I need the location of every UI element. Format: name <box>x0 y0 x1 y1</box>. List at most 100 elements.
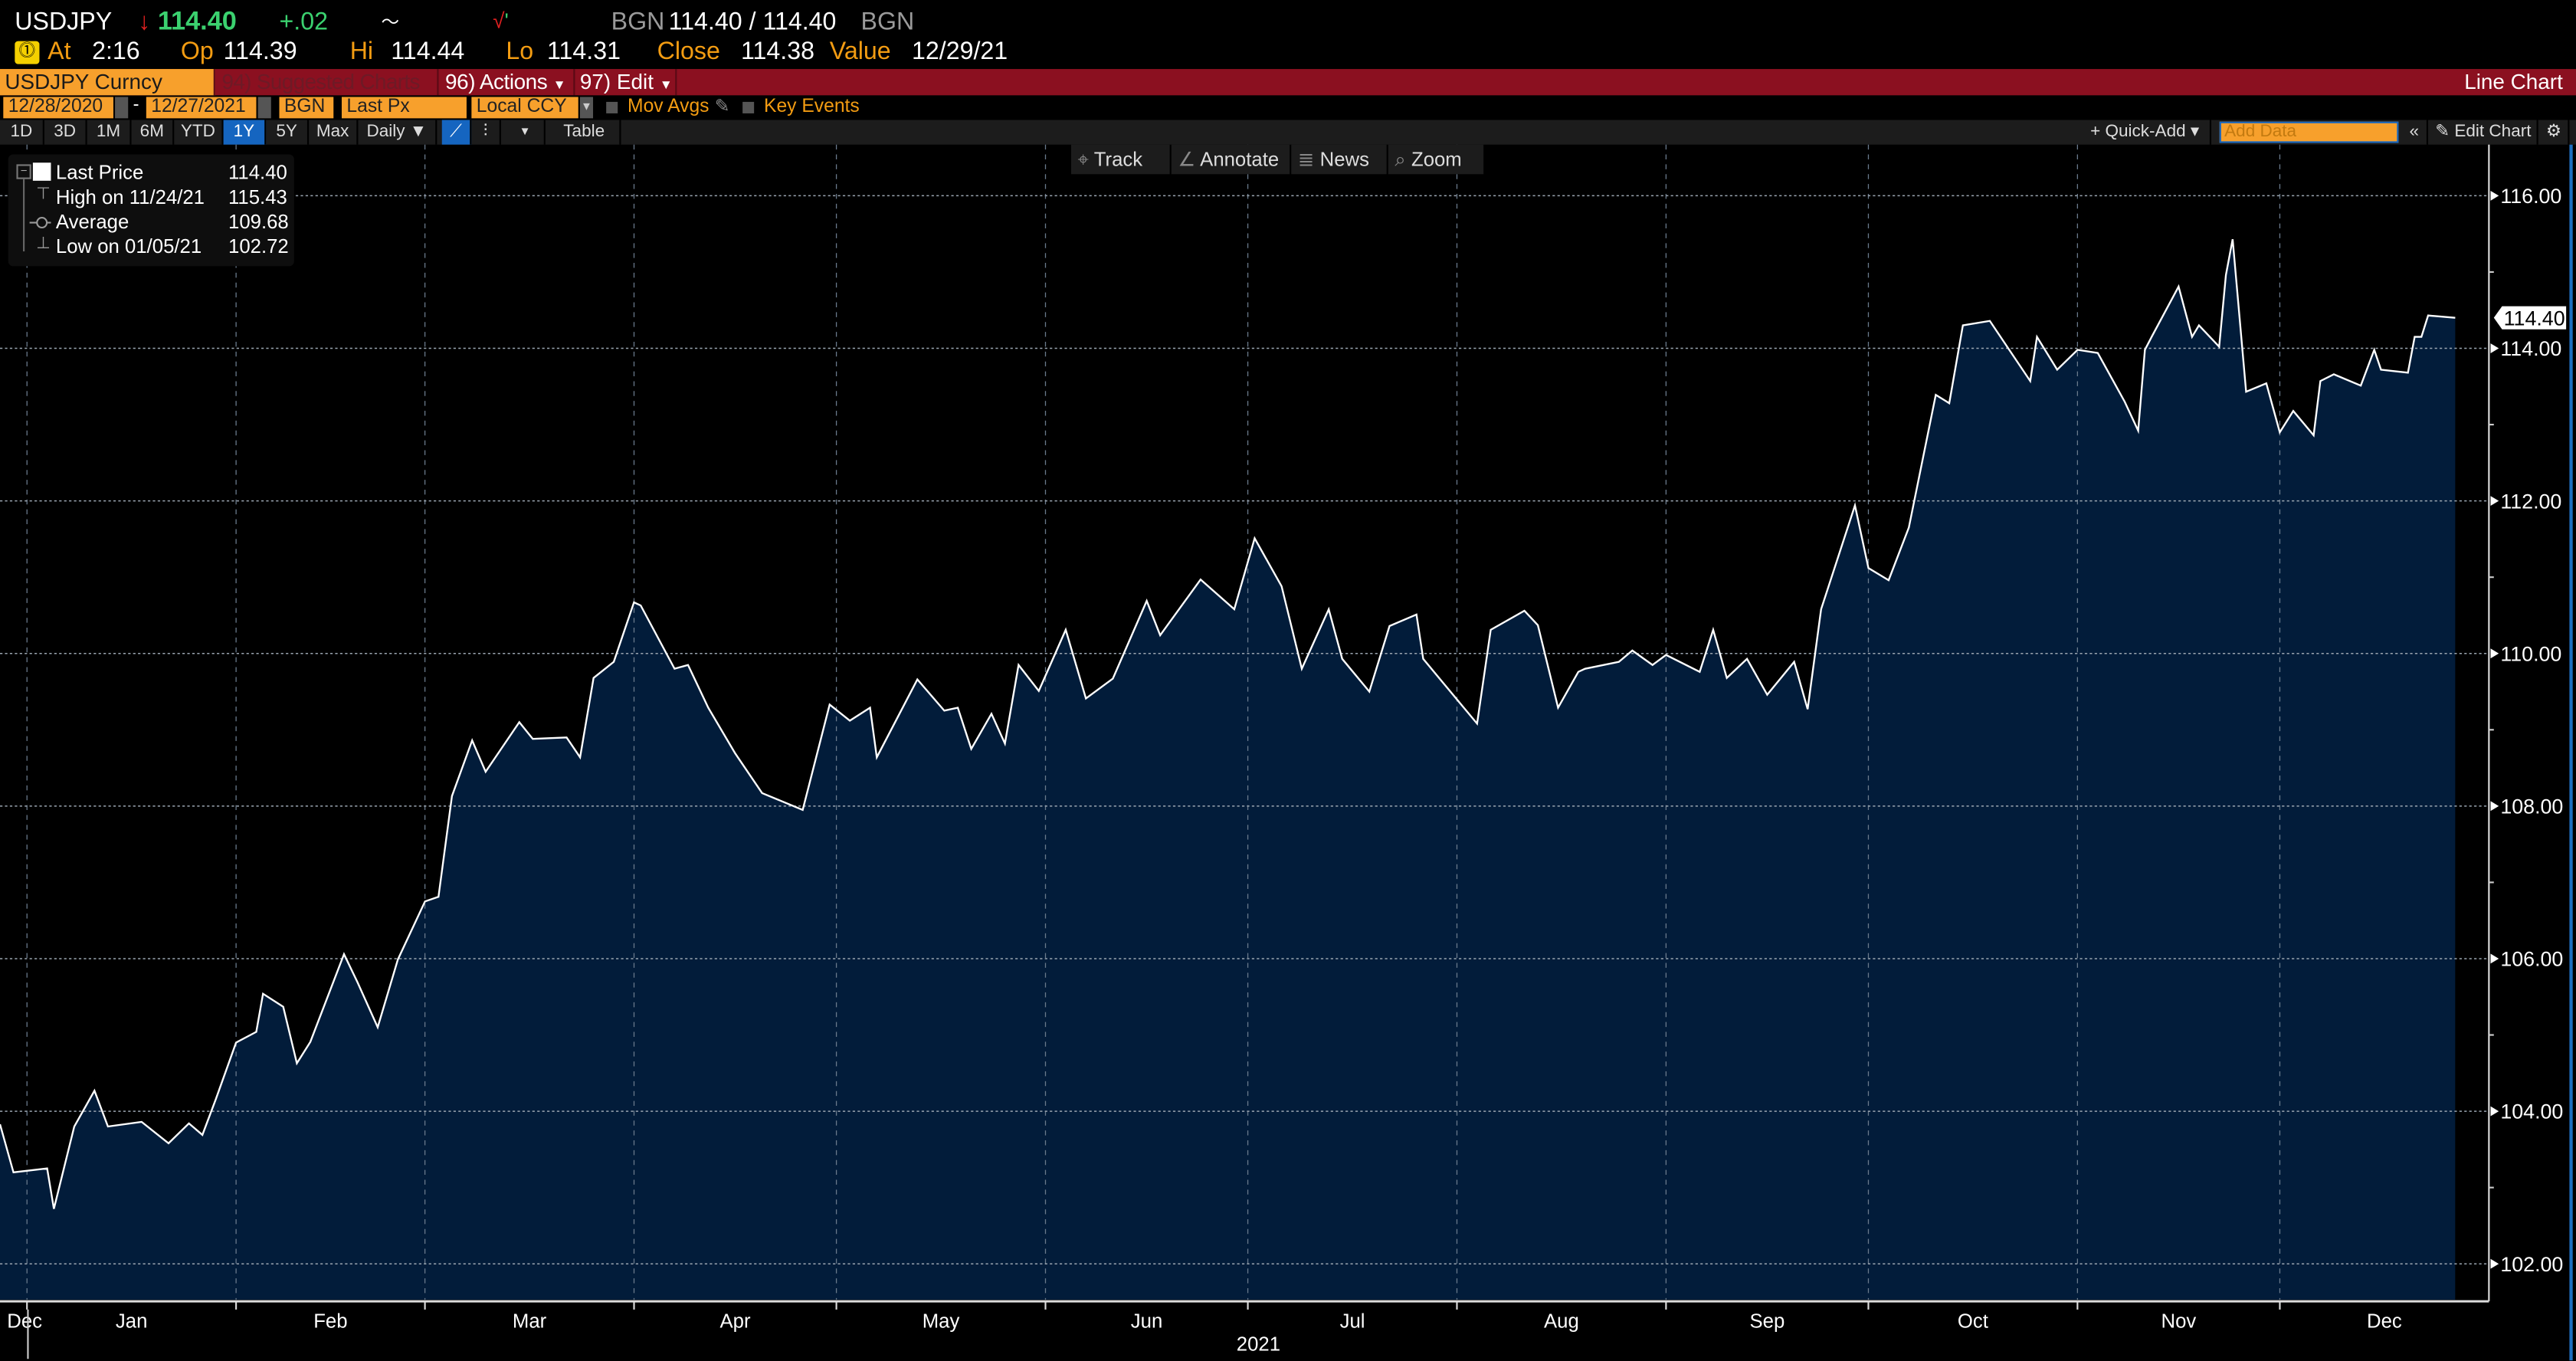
range-ytd[interactable]: YTD <box>174 120 224 145</box>
range-1d[interactable]: 1D <box>0 120 44 145</box>
y-tick-label: 116.00 <box>2500 185 2561 208</box>
end-date-input[interactable]: 12/27/2021 <box>146 97 257 119</box>
add-data-input[interactable]: Add Data <box>2219 121 2399 143</box>
y-tick-marker <box>2490 1106 2499 1117</box>
frequency-select[interactable]: Daily ▼ <box>358 120 438 145</box>
table-button[interactable]: Table <box>549 120 621 145</box>
low-label: Lo <box>506 38 534 66</box>
x-year-label: 2021 <box>1237 1333 1280 1355</box>
x-tick-label: Dec <box>2367 1310 2402 1332</box>
price-chart[interactable]: 102.00 104.00 106.00 108.00 110.00 112.00 114.… <box>0 144 2576 1361</box>
zoom-tool[interactable]: ⌕ Zoom <box>1388 144 1484 175</box>
calendar-icon[interactable] <box>115 97 129 119</box>
at-label: At <box>48 38 71 66</box>
currency-select[interactable]: Local CCY <box>471 97 578 119</box>
legend-last-price-label: Last Price <box>55 161 144 185</box>
pencil-icon: ✎ <box>2435 121 2450 142</box>
market-status-icon: ⓵ <box>15 41 40 64</box>
annotate-icon: ∠ <box>1178 147 1196 171</box>
series-color-swatch[interactable] <box>32 162 51 181</box>
high-label: Hi <box>349 38 374 66</box>
mov-avgs-checkbox[interactable] <box>606 101 618 113</box>
legend-average-label: Average <box>55 210 129 234</box>
legend-low-value: 102.72 <box>228 234 289 258</box>
x-tick-label: Jul <box>1340 1310 1365 1332</box>
x-tick-label: Oct <box>1958 1310 1988 1332</box>
security-input[interactable]: USDJPY Curncy <box>0 69 215 96</box>
down-arrow-icon: ↓ <box>138 8 151 37</box>
high-value: 114.44 <box>391 38 465 66</box>
dropdown-arrow-icon: ▼ <box>659 77 673 93</box>
crosshair-icon: ⌖ <box>1077 147 1090 171</box>
annotate-tool[interactable]: ∠ Annotate <box>1171 144 1290 175</box>
legend-tree-line <box>23 179 25 252</box>
news-label: News <box>1319 147 1369 171</box>
line-chart-icon[interactable]: ⟋ <box>441 120 472 145</box>
edit-chart-label: Edit Chart <box>2454 121 2532 142</box>
range-5y[interactable]: 5Y <box>266 120 310 145</box>
value-date-label: Value <box>829 38 891 66</box>
track-label: Track <box>1093 147 1143 171</box>
y-tick-marker <box>2490 343 2499 353</box>
collapse-legend-icon[interactable]: − <box>16 164 31 179</box>
x-tick-label: Nov <box>2161 1310 2197 1332</box>
y-tick-marker <box>2490 648 2499 659</box>
chevron-down-icon[interactable]: ▼ <box>579 97 594 119</box>
key-events-checkbox[interactable] <box>742 101 755 113</box>
pricing-source-input[interactable]: BGN <box>279 97 334 119</box>
close-value: 114.38 <box>741 38 814 66</box>
tick-direction-icon: √' <box>493 8 509 33</box>
track-tool[interactable]: ⌖ Track <box>1070 144 1170 175</box>
bid-ask: 114.40 / 114.40 <box>668 8 837 37</box>
date-separator: - <box>133 95 139 116</box>
x-tick-label: Aug <box>1544 1310 1579 1332</box>
range-max[interactable]: Max <box>309 120 359 145</box>
quick-add-button[interactable]: + Quick-Add ▾ <box>2079 120 2211 145</box>
x-tick-label: May <box>923 1310 960 1332</box>
pencil-icon[interactable]: ✎ <box>714 97 730 117</box>
legend-last-price-value: 114.40 <box>228 161 287 185</box>
edit-label: 97) Edit <box>579 69 654 94</box>
x-tick-label: Dec <box>7 1310 42 1332</box>
y-tick-label: 102.00 <box>2500 1253 2563 1276</box>
news-tool[interactable]: ≣ News <box>1291 144 1387 175</box>
value-date: 12/29/21 <box>911 38 1008 66</box>
edit-chart-button[interactable]: ✎ Edit Chart <box>2430 120 2538 145</box>
field-input[interactable]: Last Px <box>341 97 467 119</box>
bar-chart-icon[interactable]: ⫶ <box>471 120 501 145</box>
range-1y[interactable]: 1Y <box>223 120 267 145</box>
y-tick-label: 114.00 <box>2500 337 2561 360</box>
magnifier-icon: ⌕ <box>1395 147 1406 171</box>
ticker: USDJPY <box>15 8 113 37</box>
y-tick-label: 106.00 <box>2500 948 2563 971</box>
range-6m[interactable]: 6M <box>132 120 175 145</box>
chart-type-dropdown-icon[interactable]: ▼ <box>506 120 546 145</box>
y-tick-marker <box>2490 953 2499 964</box>
price-line <box>0 238 2456 1209</box>
chart-legend: − Last Price 114.40 ⊤ High on 11/24/21 1… <box>8 154 294 267</box>
gear-icon[interactable]: ⚙ <box>2540 120 2570 145</box>
last-price: 114.40 <box>157 8 237 37</box>
x-tick-label: Mar <box>513 1310 547 1332</box>
start-date-input[interactable]: 12/28/2020 <box>3 97 113 119</box>
ask-source: BGN <box>860 8 915 37</box>
calendar-icon[interactable] <box>257 97 271 119</box>
edit-menu[interactable]: 97) Edit ▼ <box>575 69 677 96</box>
dropdown-arrow-icon: ▼ <box>552 77 566 93</box>
actions-menu[interactable]: 96) Actions ▼ <box>441 69 575 96</box>
parameters-row: 12/28/2020 - 12/27/2021 BGN Last Px Loca… <box>0 95 2576 120</box>
suggested-charts-button[interactable]: 94) Suggested Charts <box>217 69 439 96</box>
range-3d[interactable]: 3D <box>44 120 87 145</box>
mov-avgs-label: Mov Avgs <box>628 97 710 117</box>
open-label: Op <box>180 38 214 66</box>
range-1m[interactable]: 1M <box>87 120 132 145</box>
legend-high-label: High on 11/24/21 <box>55 185 205 209</box>
y-tick-marker <box>2490 496 2499 507</box>
legend-low-label: Low on 01/05/21 <box>55 234 202 258</box>
chart-toolbar: 1D 3D 1M 6M YTD 1Y 5Y Max Daily ▼ ⟋ ⫶ ▼ … <box>0 120 2576 145</box>
y-tick-label: 104.00 <box>2500 1100 2563 1123</box>
bid-source: BGN <box>611 8 665 37</box>
legend-high-value: 115.43 <box>228 185 287 209</box>
collapse-icon[interactable]: « <box>2402 120 2429 145</box>
low-marker-icon: ⊥ <box>36 234 51 254</box>
